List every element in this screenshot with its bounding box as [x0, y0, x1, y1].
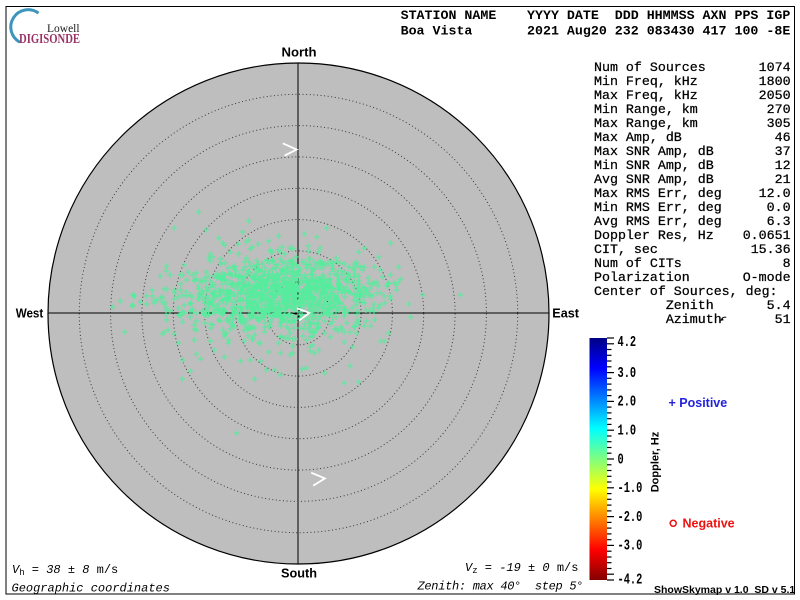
svg-text:2.0: 2.0 — [618, 395, 637, 411]
svg-text:DIGISONDE: DIGISONDE — [19, 31, 80, 46]
svg-text:ShowSkymap v 1.0 SD v 5.1: ShowSkymap v 1.0 SD v 5.1 — [654, 584, 795, 596]
svg-text:Max Amp, dB: Max Amp, dB — [594, 130, 682, 145]
svg-text:0.0: 0.0 — [767, 200, 791, 215]
svg-text:Min RMS Err, deg: Min RMS Err, deg — [594, 200, 722, 215]
svg-text:STATION NAME: STATION NAME — [401, 8, 497, 23]
svg-text:1.0: 1.0 — [618, 424, 637, 440]
svg-text:Max Freq, kHz: Max Freq, kHz — [594, 88, 698, 103]
svg-text:Doppler, Hz: Doppler, Hz — [650, 431, 662, 492]
svg-text:21: 21 — [775, 172, 791, 187]
svg-text:46: 46 — [775, 130, 791, 145]
svg-text:0.0651: 0.0651 — [743, 228, 791, 243]
svg-text:O-mode: O-mode — [743, 270, 791, 285]
svg-text:Geographic coordinates: Geographic coordinates — [12, 582, 170, 596]
svg-text:12: 12 — [775, 158, 791, 173]
svg-text:1074: 1074 — [759, 60, 791, 75]
svg-text:Min Freq, kHz: Min Freq, kHz — [594, 74, 698, 89]
svg-text:-2.0: -2.0 — [618, 510, 643, 526]
svg-text:+ Positive: + Positive — [669, 396, 728, 410]
svg-text:-4.2: -4.2 — [618, 572, 643, 588]
svg-text:South: South — [281, 566, 317, 581]
svg-text:2050: 2050 — [759, 88, 791, 103]
svg-text:3.0: 3.0 — [618, 366, 637, 382]
svg-text:305: 305 — [767, 116, 791, 131]
svg-text:12.0: 12.0 — [759, 186, 791, 201]
svg-text:1800: 1800 — [759, 74, 791, 89]
svg-text:Min SNR Amp, dB: Min SNR Amp, dB — [594, 158, 714, 173]
svg-text:Max Range, km: Max Range, km — [594, 116, 698, 131]
svg-text:East: East — [552, 306, 579, 321]
svg-text:YYYY DATE DDD HHMMSS AXN PPS: YYYY DATE DDD HHMMSS AXN PPS IGP — [527, 8, 790, 23]
svg-text:8: 8 — [783, 256, 791, 271]
svg-text:Doppler Res, Hz: Doppler Res, Hz — [594, 228, 714, 243]
svg-text:Zenith: Zenith — [594, 298, 714, 313]
svg-text:6.3: 6.3 — [767, 214, 791, 229]
svg-text:Zenith: max 40° step 5°: Zenith: max 40° step 5° — [417, 580, 584, 594]
svg-text:-3.0: -3.0 — [618, 539, 643, 555]
svg-text:Min Range, km: Min Range, km — [594, 102, 698, 117]
svg-text:Num of CITs: Num of CITs — [594, 256, 682, 271]
svg-text:Negative: Negative — [683, 517, 735, 531]
svg-text:Num of Sources: Num of Sources — [594, 60, 706, 75]
svg-text:270: 270 — [767, 102, 791, 117]
svg-text:15.36: 15.36 — [751, 242, 791, 257]
svg-text:Vh = 38 ± 8 m/s: Vh = 38 ± 8 m/s — [12, 563, 118, 578]
svg-text:2021 Aug20 232 083430 417 100: 2021 Aug20 232 083430 417 100 -8E — [527, 24, 790, 39]
svg-text:Max SNR Amp, dB: Max SNR Amp, dB — [594, 144, 714, 159]
svg-text:4.2: 4.2 — [618, 335, 637, 351]
svg-text:North: North — [282, 45, 317, 60]
svg-text:5.4: 5.4 — [767, 298, 791, 313]
svg-text:Avg SNR Amp, dB: Avg SNR Amp, dB — [594, 172, 714, 187]
svg-text:-1.0: -1.0 — [618, 481, 643, 497]
svg-text:Azimuth: Azimuth — [594, 312, 722, 327]
svg-text:Center of Sources, deg:: Center of Sources, deg: — [594, 284, 778, 299]
svg-text:0: 0 — [618, 452, 624, 468]
svg-text:Avg RMS Err, deg: Avg RMS Err, deg — [594, 214, 722, 229]
svg-text:51: 51 — [775, 312, 791, 327]
svg-text:CIT, sec: CIT, sec — [594, 242, 658, 257]
svg-text:Polarization: Polarization — [594, 270, 690, 285]
svg-text:Vz = -19 ± 0 m/s: Vz = -19 ± 0 m/s — [465, 561, 578, 576]
svg-text:Boa Vista: Boa Vista — [401, 24, 473, 39]
svg-text:Max RMS Err, deg: Max RMS Err, deg — [594, 186, 722, 201]
svg-text:Lowell: Lowell — [47, 23, 80, 35]
svg-text:37: 37 — [775, 144, 791, 159]
svg-text:West: West — [16, 305, 44, 320]
